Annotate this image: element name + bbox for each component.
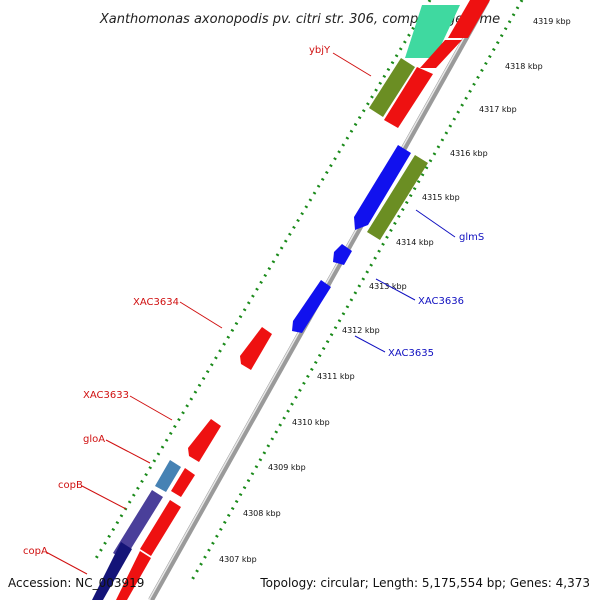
tick-label: 4311 kbp <box>317 372 355 381</box>
tick-label: 4307 kbp <box>219 555 257 564</box>
accession-text: Accession: NC_003919 <box>8 576 144 590</box>
leader-lines <box>45 52 456 575</box>
tick-label: 4319 kbp <box>533 17 571 26</box>
feature-teal-top[interactable] <box>405 5 460 58</box>
gene-label-copa[interactable]: copA <box>23 546 48 557</box>
tick-label: 4314 kbp <box>396 238 434 247</box>
feature-forward-xac3633[interactable] <box>188 419 221 462</box>
gene-label-ybjy[interactable]: ybjY <box>309 45 331 56</box>
feature-forward-copb[interactable] <box>140 500 181 556</box>
feature-forward-xac3634[interactable] <box>240 327 272 370</box>
tick-label: 4309 kbp <box>268 463 306 472</box>
feature-reverse-xac3636[interactable] <box>292 280 331 333</box>
gene-label-xac3633[interactable]: XAC3633 <box>83 390 129 401</box>
gene-label-xac3634[interactable]: XAC3634 <box>133 297 179 308</box>
feature-purple-copb[interactable] <box>113 490 163 560</box>
tick-label: 4310 kbp <box>292 418 330 427</box>
tick-label: 4312 kbp <box>342 326 380 335</box>
gene-label-xac3635[interactable]: XAC3635 <box>388 348 434 359</box>
feature-rna-ybjy[interactable] <box>369 58 415 117</box>
gene-label-gloa[interactable]: gloA <box>83 434 105 445</box>
tick-labels: 4319 kbp 4318 kbp 4317 kbp 4316 kbp 4315… <box>219 17 571 564</box>
feature-forward-top2[interactable] <box>420 40 462 68</box>
gene-labels: ybjY glmS XAC3636 XAC3634 XAC3635 XAC363… <box>23 45 484 557</box>
map-title: Xanthomonas axonopodis pv. citri str. 30… <box>99 12 500 27</box>
gene-label-xac3636[interactable]: XAC3636 <box>418 296 464 307</box>
feature-rna-glms[interactable] <box>367 155 428 240</box>
tick-label: 4318 kbp <box>505 62 543 71</box>
feature-forward-copb-small[interactable] <box>171 468 195 497</box>
tick-label: 4317 kbp <box>479 105 517 114</box>
tick-label: 4316 kbp <box>450 149 488 158</box>
feature-steel-gloa[interactable] <box>155 460 181 492</box>
tick-label: 4308 kbp <box>243 509 281 518</box>
feature-forward-copa[interactable] <box>116 551 151 600</box>
genome-summary-text: Topology: circular; Length: 5,175,554 bp… <box>259 576 590 590</box>
gene-label-glms[interactable]: glmS <box>459 232 484 243</box>
outer-tick-track <box>93 0 432 561</box>
feature-dark-copa[interactable] <box>92 542 132 600</box>
feature-reverse-glms-region[interactable] <box>354 145 411 230</box>
feature-forward-top[interactable] <box>448 0 490 38</box>
feature-reverse-small[interactable] <box>333 244 352 265</box>
tick-label: 4313 kbp <box>369 282 407 291</box>
inner-tick-track <box>190 0 524 581</box>
tick-label: 4315 kbp <box>422 193 460 202</box>
gene-label-copb[interactable]: copB <box>58 480 83 491</box>
feature-forward-ybjy[interactable] <box>384 67 433 128</box>
